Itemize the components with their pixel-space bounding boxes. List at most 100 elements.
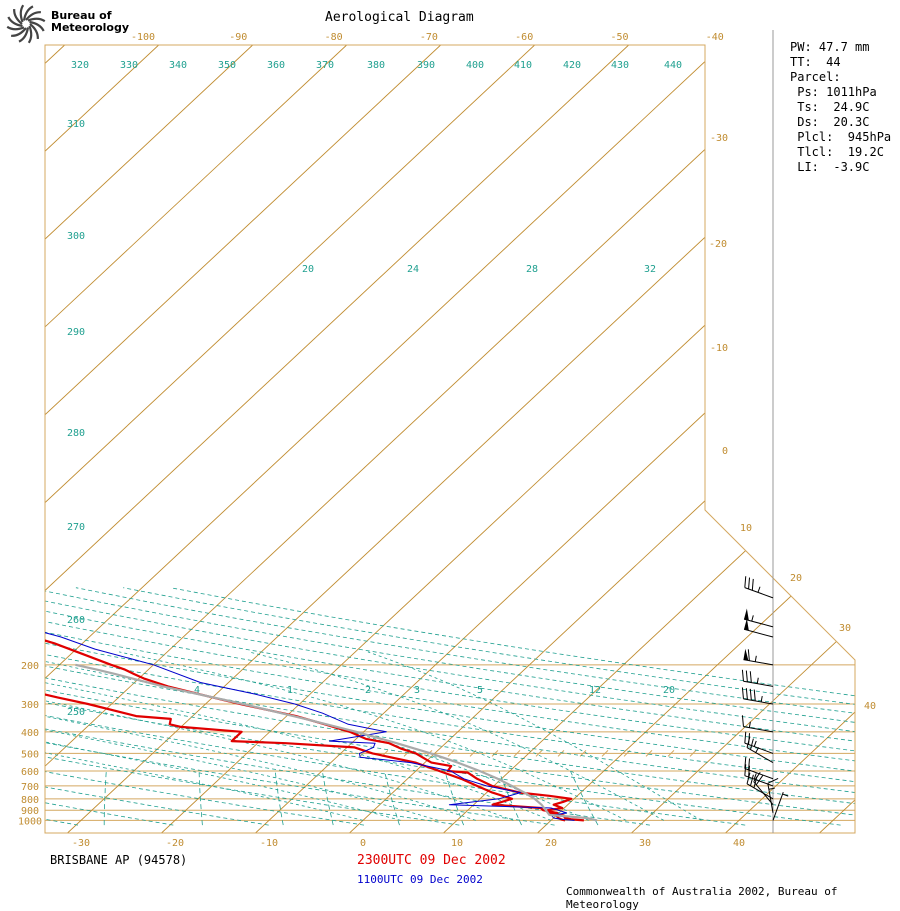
mixing-ratio-label: 12: [589, 685, 601, 696]
logo-swirl-arm: [25, 11, 41, 21]
wind-barb-shaft: [772, 792, 784, 821]
isobar-hatch: [645, 750, 653, 757]
top-temp-tick-label: -100: [131, 32, 155, 43]
wind-barb-shaft: [743, 726, 774, 733]
theta-label: 440: [664, 60, 682, 71]
isobar-hatch: [535, 750, 543, 757]
theta-label: 430: [611, 60, 629, 71]
isobar-hatch: [557, 750, 565, 757]
wind-barb: [744, 576, 774, 599]
bottom-temp-tick-label: -10: [260, 838, 278, 849]
theta-label: 390: [417, 60, 435, 71]
mixing-ratio-label: 1: [287, 685, 293, 696]
top-temp-tick-label: -70: [420, 32, 438, 43]
wind-barb-flag: [753, 772, 761, 782]
wind-barb-half-flag: [757, 586, 761, 593]
isobar-hatch: [689, 750, 697, 757]
pressure-tick-label: 300: [21, 700, 39, 711]
mixing-ratio-label: .4: [188, 685, 200, 696]
legend-run-secondary: 1100UTC 09 Dec 2002: [357, 873, 483, 886]
info-tt: TT: 44: [790, 55, 841, 69]
logo-swirl-arm: [29, 20, 45, 32]
theta-label: 370: [316, 60, 334, 71]
logo-swirl-arm: [18, 27, 30, 43]
wind-barb-flag: [749, 774, 754, 786]
wind-barb-flag: [753, 689, 756, 701]
right-temp-tick-label: 40: [864, 701, 876, 712]
mixing-ratio-label: 20: [663, 685, 675, 696]
wind-barb: [753, 772, 774, 806]
isotherm-line: [45, 45, 441, 833]
wind-barb-half-flag: [751, 615, 754, 622]
pressure-tick-label: 400: [21, 728, 39, 739]
theta-label: 310: [67, 119, 85, 130]
info-pw: PW: 47.7 mm: [790, 40, 870, 54]
dry-adiabat: [45, 587, 855, 826]
wind-barb: [746, 772, 774, 800]
mixing-ratio-line: [103, 770, 107, 826]
theta-label: 300: [67, 231, 85, 242]
isobar-hatch: [601, 750, 609, 757]
logo-swirl-arm: [29, 23, 39, 39]
pressure-tick-label: 1000: [18, 816, 42, 827]
isotherm-line: [45, 45, 629, 833]
pressure-tick-label: 600: [21, 767, 39, 778]
theta-label: 360: [267, 60, 285, 71]
saturated-adiabat: [45, 651, 401, 821]
dry-adiabat: [45, 587, 855, 826]
logo-swirl-arm: [7, 16, 23, 28]
dry-adiabat: [45, 587, 365, 826]
wind-barb-flag: [767, 778, 779, 784]
wind-barb-flag: [744, 576, 747, 588]
theta-e-label: 24: [407, 264, 419, 275]
wind-barb-flag: [749, 688, 752, 701]
wind-barb-flag: [744, 757, 747, 769]
pressure-tick-label: 900: [21, 806, 39, 817]
right-temp-tick-label: 10: [740, 523, 752, 534]
theta-label: 400: [466, 60, 484, 71]
logo-line-2: Meteorology: [51, 21, 130, 34]
pressure-tick-label: 700: [21, 782, 39, 793]
wind-barb-half-flag: [768, 787, 775, 790]
bureau-logo-icon: [6, 4, 46, 44]
top-temp-tick-label: -50: [610, 32, 628, 43]
wind-barb-flag: [744, 764, 747, 776]
isotherm-line: [161, 45, 855, 833]
wind-barb-half-flag: [782, 793, 789, 797]
right-temp-tick-label: 0: [722, 446, 728, 457]
wind-barb-flag: [745, 688, 748, 700]
plot-frame: [44, 44, 856, 834]
mixing-ratio-label: 2: [365, 685, 371, 696]
isotherm-line: [537, 45, 855, 833]
wind-barb-flag: [744, 731, 747, 744]
top-temp-tick-label: -90: [229, 32, 247, 43]
bottom-temp-tick-label: 30: [639, 838, 651, 849]
copyright-notice: Commonwealth of Australia 2002, Bureau o…: [566, 885, 838, 911]
theta-label: 290: [67, 327, 85, 338]
wind-barb-shaft: [746, 747, 774, 764]
wind-barb-half-flag: [760, 695, 763, 703]
bottom-temp-tick-label: -30: [72, 838, 90, 849]
wind-barb-shaft: [744, 587, 774, 599]
wind-barb: [741, 687, 774, 705]
dry-adiabat: [45, 587, 841, 826]
bottom-temp-tick-label: -20: [166, 838, 184, 849]
right-temp-tick-label: 30: [839, 623, 851, 634]
logo-swirl-arm: [11, 27, 27, 37]
parcel-info-panel: PW: 47.7 mm TT: 44 Parcel: Ps: 1011hPa T…: [790, 40, 891, 175]
dry-adiabat: [45, 587, 746, 826]
wind-barb-half-flag: [753, 773, 757, 780]
dry-adiabat: [45, 587, 650, 826]
wind-barb-shaft: [743, 659, 774, 666]
logo-line-1: Bureau of: [51, 9, 112, 22]
wind-barb-pennant: [744, 618, 749, 631]
wind-barb: [744, 731, 774, 754]
wind-barb-flag: [748, 758, 751, 770]
temperature-series-primary: [45, 596, 584, 822]
wind-barb-half-flag: [748, 721, 751, 728]
pressure-tick-label: 800: [21, 795, 39, 806]
mixing-ratio-label: 5: [477, 685, 483, 696]
isotherm-line: [67, 45, 855, 833]
isotherm-line: [45, 45, 535, 833]
dewpoint-series-secondary: [45, 597, 575, 821]
